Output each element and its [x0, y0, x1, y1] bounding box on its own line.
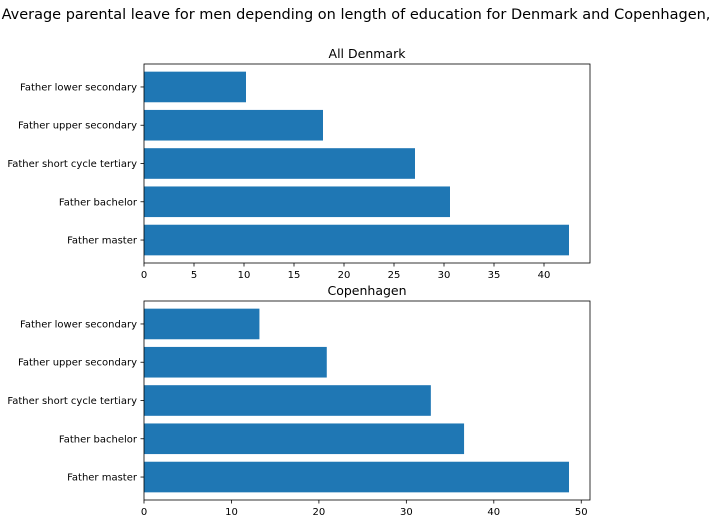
x-tick-label: 35	[488, 270, 501, 281]
x-tick-label: 15	[288, 270, 301, 281]
x-tick-label: 20	[338, 270, 351, 281]
x-tick-label: 25	[388, 270, 401, 281]
y-tick-label: Father lower secondary	[20, 82, 137, 93]
bar-father-master	[144, 461, 570, 493]
bar-father-short-cycle-tertiary	[144, 148, 415, 179]
y-tick-label: Father lower secondary	[20, 319, 137, 330]
bar-father-short-cycle-tertiary	[144, 385, 431, 416]
x-tick-label: 10	[225, 507, 238, 518]
x-tick-label: 30	[400, 507, 413, 518]
plot-frame	[143, 63, 591, 264]
bar-father-bachelor	[144, 186, 450, 218]
bar-father-bachelor	[144, 423, 465, 455]
y-tick-label: Father master	[67, 473, 138, 484]
y-tick-label: Father upper secondary	[18, 121, 137, 132]
x-tick-label: 5	[191, 270, 197, 281]
bar-father-lower-secondary	[144, 308, 260, 340]
x-tick-label: 40	[538, 270, 551, 281]
bar-father-upper-secondary	[144, 346, 327, 378]
x-tick-label: 40	[487, 507, 500, 518]
x-tick-label: 0	[141, 270, 147, 281]
chart-title: All Denmark	[329, 46, 407, 61]
bar-father-master	[144, 224, 569, 256]
y-tick-label: Father bachelor	[59, 434, 138, 445]
bar-father-upper-secondary	[144, 109, 323, 141]
x-tick-label: 0	[141, 507, 147, 518]
x-tick-label: 30	[438, 270, 451, 281]
figure-title: Average parental leave for men depending…	[2, 7, 711, 23]
chart-copenhagen: Copenhagen Father lower secondary Father u…	[7, 283, 591, 518]
x-tick-label: 20	[313, 507, 326, 518]
y-tick-label: Father short cycle tertiary	[7, 159, 137, 170]
chart-all-denmark: All Denmark Father lower secondary Father …	[7, 46, 591, 281]
chart-title: Copenhagen	[327, 283, 406, 298]
y-tick-label: Father upper secondary	[18, 358, 137, 369]
y-tick-label: Father master	[67, 236, 138, 247]
plot-frame	[143, 300, 591, 501]
y-tick-label: Father short cycle tertiary	[7, 396, 137, 407]
x-tick-label: 10	[238, 270, 251, 281]
bar-father-lower-secondary	[144, 71, 246, 103]
y-tick-label: Father bachelor	[59, 197, 138, 208]
x-tick-label: 50	[575, 507, 588, 518]
